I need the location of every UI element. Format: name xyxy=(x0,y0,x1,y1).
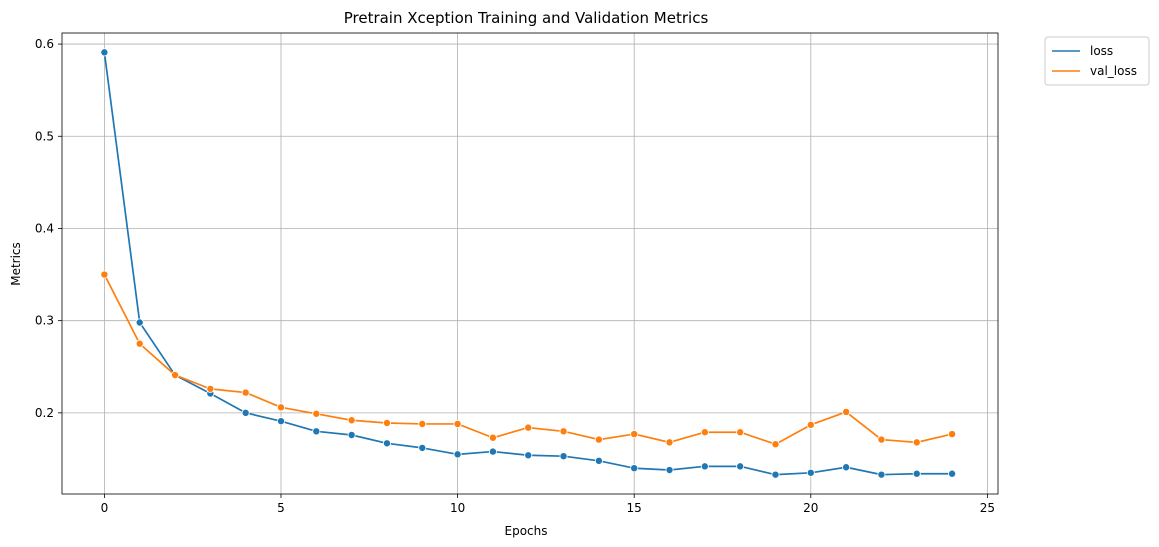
y-tick-label: 0.2 xyxy=(35,406,54,420)
data-point-val-loss xyxy=(488,433,497,442)
data-point-val-loss xyxy=(594,435,603,444)
data-point-val-loss xyxy=(382,419,391,428)
data-point-val-loss xyxy=(276,403,285,412)
data-point-val-loss xyxy=(312,409,321,418)
x-tick-label: 0 xyxy=(101,501,109,515)
data-point-loss xyxy=(806,468,815,477)
data-point-loss xyxy=(912,469,921,478)
legend-label-val-loss: val_loss xyxy=(1090,64,1137,78)
data-point-loss xyxy=(771,470,780,479)
data-point-val-loss xyxy=(418,419,427,428)
y-tick-label: 0.4 xyxy=(35,221,54,235)
data-point-val-loss xyxy=(665,438,674,447)
data-point-val-loss xyxy=(948,430,957,439)
data-point-val-loss xyxy=(559,427,568,436)
data-point-loss xyxy=(842,463,851,472)
y-tick-label: 0.5 xyxy=(35,129,54,143)
data-point-val-loss xyxy=(630,430,639,439)
x-axis-label: Epochs xyxy=(505,524,548,538)
data-point-val-loss xyxy=(877,435,886,444)
data-point-val-loss xyxy=(524,423,533,432)
data-point-loss xyxy=(665,466,674,475)
y-tick-label: 0.6 xyxy=(35,37,54,51)
data-point-val-loss xyxy=(135,339,144,348)
chart-title: Pretrain Xception Training and Validatio… xyxy=(344,9,709,27)
data-point-val-loss xyxy=(912,438,921,447)
data-point-loss xyxy=(382,439,391,448)
data-point-loss xyxy=(312,427,321,436)
data-point-val-loss xyxy=(700,428,709,437)
data-point-val-loss xyxy=(100,270,109,279)
data-point-loss xyxy=(100,48,109,57)
data-point-loss xyxy=(135,318,144,327)
plot-frame xyxy=(61,32,999,495)
data-point-loss xyxy=(700,462,709,471)
y-axis-label: Metrics xyxy=(9,242,23,286)
data-point-val-loss xyxy=(736,428,745,437)
data-point-loss xyxy=(418,443,427,452)
x-tick-label: 25 xyxy=(980,501,995,515)
data-point-val-loss xyxy=(453,419,462,428)
data-point-loss xyxy=(736,462,745,471)
x-tick-label: 20 xyxy=(803,501,818,515)
data-point-loss xyxy=(241,408,250,417)
legend: loss val_loss xyxy=(1044,36,1150,86)
x-tick-label: 5 xyxy=(277,501,285,515)
data-point-loss xyxy=(488,447,497,456)
data-point-val-loss xyxy=(842,407,851,416)
ticks: 0 5 10 15 20 25 0.2 0.3 0.4 0.5 0.6 xyxy=(35,37,995,515)
plot-background xyxy=(62,33,998,494)
data-point-val-loss xyxy=(241,388,250,397)
y-tick-label: 0.3 xyxy=(35,314,54,328)
legend-frame xyxy=(1044,36,1150,86)
legend-label-loss: loss xyxy=(1090,44,1113,58)
data-point-val-loss xyxy=(171,371,180,380)
x-tick-label: 15 xyxy=(627,501,642,515)
data-point-loss xyxy=(594,456,603,465)
data-point-loss xyxy=(630,464,639,473)
data-point-val-loss xyxy=(771,440,780,449)
data-point-val-loss xyxy=(806,420,815,429)
data-point-loss xyxy=(347,430,356,439)
data-point-loss xyxy=(559,452,568,461)
data-point-loss xyxy=(877,470,886,479)
data-point-loss xyxy=(453,450,462,459)
data-point-loss xyxy=(524,451,533,460)
data-point-loss xyxy=(276,417,285,426)
data-point-loss xyxy=(948,469,957,478)
x-tick-label: 10 xyxy=(450,501,465,515)
data-point-val-loss xyxy=(347,416,356,425)
series-layer xyxy=(100,48,957,479)
data-point-val-loss xyxy=(206,384,215,393)
